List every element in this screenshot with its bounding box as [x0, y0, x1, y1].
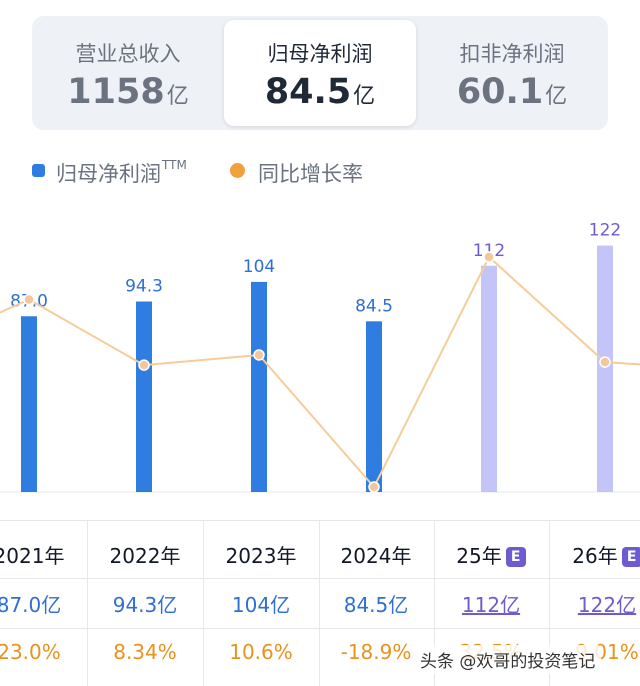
growth-point: [368, 481, 380, 493]
table-divider: [434, 520, 435, 686]
bar-actual: [251, 281, 267, 492]
legend-ttm-suffix: TTM: [162, 158, 187, 172]
tab-revenue-title: 营业总收入: [75, 42, 181, 66]
table-year-cell: 2024年: [340, 544, 412, 568]
metric-tabs: 营业总收入 1158亿 归母净利润 84.5亿 扣非净利润 60.1亿: [32, 16, 608, 130]
table-profit-cell: 87.0亿: [0, 593, 62, 617]
bar-value-label: 122: [589, 221, 621, 241]
table-divider: [319, 520, 320, 686]
growth-line: [0, 255, 640, 489]
tab-deducted-profit-number: 60.1: [456, 72, 544, 112]
table-growth-cell: -18.9%: [340, 640, 412, 664]
growth-point: [253, 349, 265, 361]
table-profit-estimate-link[interactable]: 122亿: [577, 593, 637, 617]
table-year-cell: 26年 E: [549, 540, 640, 569]
table-divider: [0, 628, 640, 629]
table-growth-cell: 8.34%: [113, 640, 177, 664]
table-divider: [203, 520, 204, 686]
tab-deducted-profit[interactable]: 扣非净利润 60.1亿: [416, 16, 608, 130]
table-year-label: 25年: [456, 544, 502, 568]
growth-point: [483, 251, 495, 263]
table-divider: [0, 520, 640, 521]
tab-revenue-number: 1158: [67, 72, 165, 112]
tab-net-profit[interactable]: 归母净利润 84.5亿: [224, 20, 416, 126]
tab-deducted-profit-unit: 亿: [545, 84, 568, 109]
table-year-label: 26年: [572, 544, 618, 568]
tab-revenue-unit: 亿: [166, 84, 189, 109]
table-year-cell: 2021年: [0, 544, 65, 568]
tab-net-profit-number: 84.5: [264, 72, 352, 112]
table-profit-cell: 84.5亿: [343, 593, 409, 617]
table-year-cell: 2022年: [109, 544, 181, 568]
legend-line-swatch: [230, 163, 245, 178]
bar-actual: [21, 316, 37, 492]
bar-actual: [366, 321, 382, 492]
tab-revenue-value: 1158亿: [32, 72, 224, 112]
growth-point: [599, 356, 611, 368]
bar-estimate: [597, 245, 613, 492]
table-growth-cell: 23.0%: [0, 640, 61, 664]
table-divider: [0, 578, 640, 579]
tab-net-profit-title: 归母净利润: [267, 42, 373, 66]
table-year-cell: 2023年: [225, 544, 297, 568]
bar-value-label: 104: [243, 257, 275, 277]
table-year-cell: 25年 E: [433, 540, 549, 569]
bar-estimate: [481, 265, 497, 492]
table-divider: [87, 520, 88, 686]
legend-line-label: 同比增长率: [258, 162, 363, 186]
legend-item-growth[interactable]: 同比增长率: [230, 158, 363, 188]
legend-bar-swatch: [32, 164, 45, 177]
legend-item-net-profit[interactable]: 归母净利润TTM: [30, 158, 187, 188]
table-profit-cell: 94.3亿: [112, 593, 178, 617]
bar-value-label: 84.5: [355, 296, 393, 316]
estimate-badge: E: [621, 547, 640, 567]
legend-bar-label: 归母净利润: [56, 162, 161, 186]
table-growth-cell: 10.6%: [229, 640, 293, 664]
watermark: 头条 @欢哥的投资笔记: [414, 645, 602, 674]
estimate-badge: E: [505, 547, 526, 567]
bar-value-label: 94.3: [125, 277, 163, 297]
tab-net-profit-unit: 亿: [353, 84, 376, 109]
bar-actual: [136, 301, 152, 492]
tab-net-profit-value: 84.5亿: [224, 72, 416, 112]
table-profit-cell: 104亿: [231, 593, 291, 617]
tab-deducted-profit-value: 60.1亿: [416, 72, 608, 112]
table-profit-estimate-link[interactable]: 112亿: [461, 593, 521, 617]
data-table: 2021年 2022年 2023年 2024年 25年 E 26年 E 87.0亿 …: [0, 520, 640, 686]
table-divider: [549, 520, 550, 686]
tab-deducted-profit-title: 扣非净利润: [459, 42, 565, 66]
growth-point: [138, 359, 150, 371]
bar-value-label: 112: [473, 241, 505, 261]
growth-point: [23, 293, 35, 306]
tab-revenue[interactable]: 营业总收入 1158亿: [32, 16, 224, 130]
